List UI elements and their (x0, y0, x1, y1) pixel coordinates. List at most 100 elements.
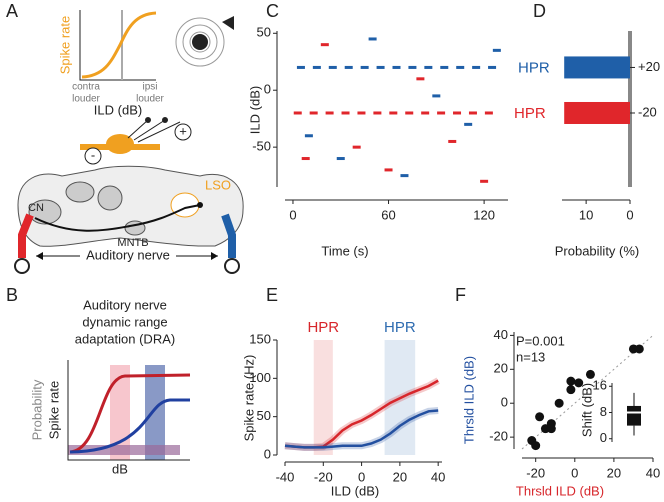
a-xleft: contra (72, 82, 100, 93)
y-axis-label: Thrsld ILD (dB) (461, 356, 476, 444)
raster-dash (453, 111, 462, 115)
x-tick-label: 40 (431, 469, 445, 484)
raster-dash (400, 174, 409, 178)
b-title: adaptation (DRA) (75, 331, 175, 346)
raster-dash (468, 111, 477, 115)
raster-dash (320, 43, 329, 47)
cochlea (224, 258, 240, 274)
speaker (222, 16, 234, 30)
x-tick-label: 0 (358, 469, 365, 484)
b-xlabel: dB (112, 461, 128, 476)
y-tick-label: +20 (638, 59, 660, 74)
bar (564, 101, 630, 124)
cn-label: CN (28, 202, 44, 214)
raster-dash (492, 48, 501, 52)
point (585, 369, 595, 379)
curve-blue (69, 398, 190, 454)
raster-dash (357, 111, 366, 115)
raster-dash (344, 65, 353, 69)
identity-line (521, 335, 654, 450)
minus: - (91, 147, 95, 162)
raster-dash (296, 65, 305, 69)
raster-dash (408, 65, 417, 69)
point (535, 412, 545, 422)
raster-dash (456, 65, 465, 69)
annotation: P=0.001 (516, 333, 565, 348)
a-xleft: louder (72, 94, 100, 105)
y-axis-label: ILD (dB) (247, 86, 262, 134)
a-xright: louder (136, 94, 164, 105)
bar-annotation: HPR (514, 105, 546, 122)
point (566, 376, 576, 386)
point (574, 378, 584, 388)
dendrite (127, 119, 181, 143)
y-tick-label: -20 (638, 104, 657, 119)
soma (106, 134, 134, 154)
box (627, 405, 641, 426)
hpr-band (313, 340, 333, 455)
inset-ylabel: Shift (dB) (579, 383, 594, 437)
y-tick-label: 0 (264, 82, 271, 97)
x-tick-label: 40 (646, 465, 660, 480)
x-tick-label: 120 (473, 207, 495, 222)
raster-dash (341, 111, 350, 115)
x-tick-label: 0 (289, 207, 296, 222)
synapse (145, 117, 151, 123)
wave (175, 17, 225, 67)
wave (182, 24, 218, 60)
raster-dash (384, 168, 393, 172)
y-tick-label: 100 (249, 370, 271, 385)
mntb-label: MNTB (117, 237, 148, 249)
terminal (197, 202, 203, 208)
bar (564, 56, 630, 79)
x-tick-label: 20 (393, 469, 407, 484)
panel-a: Spike rate contra louder ipsi louder ILD… (14, 10, 244, 274)
line (284, 409, 439, 449)
raster-dash (360, 65, 369, 69)
raster-dash (432, 94, 441, 98)
raster-dash (464, 122, 473, 126)
point (531, 441, 541, 451)
y-tick-label: 50 (257, 25, 271, 40)
curve-red (69, 373, 191, 454)
head (192, 34, 208, 50)
a-xlabel: ILD (dB) (94, 102, 142, 117)
x-tick-label: -40 (276, 469, 295, 484)
lso-label: LSO (205, 177, 231, 192)
x-tick-label: 0 (626, 207, 633, 222)
raster-dash (312, 65, 321, 69)
y-tick-label: 40 (494, 327, 508, 342)
raster-dash (304, 134, 313, 138)
y-tick-label: 20 (494, 361, 508, 376)
raster-dash (484, 111, 493, 115)
annotation: n=13 (516, 349, 545, 364)
raster-dash (405, 111, 414, 115)
panel-label: F (455, 285, 466, 305)
inset-tick-label: 8 (600, 404, 607, 419)
label-bg (80, 248, 176, 264)
right-nerve (221, 213, 236, 258)
x-tick-label: -20 (314, 469, 333, 484)
plus: + (179, 123, 187, 138)
raster-dash (376, 65, 385, 69)
y-tick-label: -20 (489, 429, 508, 444)
x-tick-label: 10 (579, 207, 593, 222)
synapse (162, 117, 168, 123)
y-tick-label: -50 (252, 139, 271, 154)
panel-label: C (266, 1, 279, 21)
a-xright: ipsi (142, 82, 157, 93)
raster-dash (301, 157, 310, 161)
prob-blue (145, 365, 165, 460)
b-title: dynamic range (82, 314, 167, 329)
y-tick-label: 0 (501, 395, 508, 410)
raster-dash (416, 77, 425, 81)
raster-dash (309, 111, 318, 115)
point (566, 385, 576, 395)
raster-dash (424, 65, 433, 69)
band-label: HPR (384, 319, 416, 336)
x-tick-label: 60 (381, 207, 395, 222)
y-tick-label: 50 (257, 408, 271, 423)
inhibitory-symbol (84, 147, 102, 165)
nucleus (65, 181, 95, 203)
